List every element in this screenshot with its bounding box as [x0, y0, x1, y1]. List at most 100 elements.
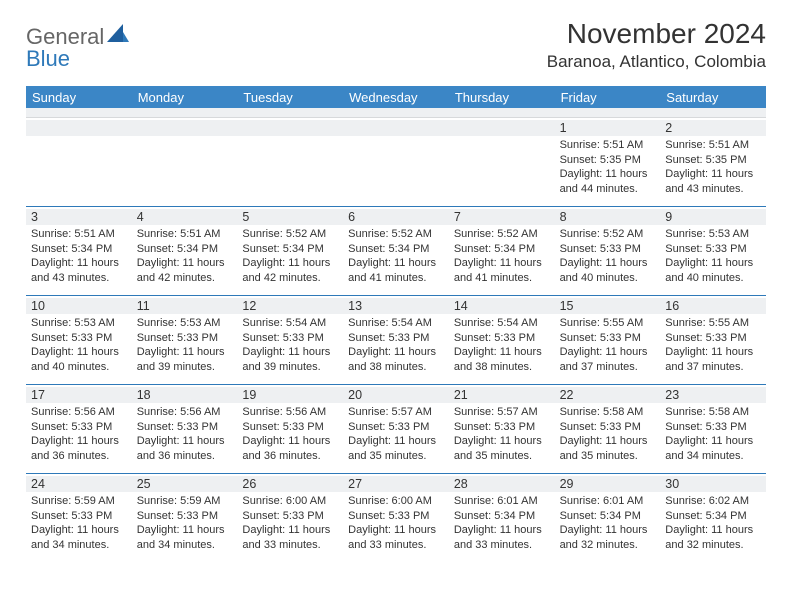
- day-cell: [449, 118, 555, 206]
- day-text: Sunrise: 5:54 AMSunset: 5:33 PMDaylight:…: [348, 316, 444, 374]
- day-cell: 23 Sunrise: 5:58 AMSunset: 5:33 PMDayligh…: [660, 385, 766, 473]
- day-text: Sunrise: 5:57 AMSunset: 5:33 PMDaylight:…: [454, 405, 550, 463]
- day-number: 11: [132, 298, 238, 314]
- day-text: Sunrise: 6:00 AMSunset: 5:33 PMDaylight:…: [348, 494, 444, 552]
- day-cell: 15Sunrise: 5:55 AMSunset: 5:33 PMDayligh…: [555, 296, 661, 384]
- day-number: 27: [343, 476, 449, 492]
- title-location: Baranoa, Atlantico, Colombia: [547, 52, 766, 72]
- calendar: Sunday Monday Tuesday Wednesday Thursday…: [26, 86, 766, 562]
- day-number: 1: [555, 120, 661, 136]
- day-cell: 9Sunrise: 5:53 AMSunset: 5:33 PMDaylight…: [660, 207, 766, 295]
- day-cell: 27 Sunrise: 6:00 AMSunset: 5:33 PMDayligh…: [343, 474, 449, 562]
- day-cell: 3 Sunrise: 5:51 AMSunset: 5:34 PMDaylight…: [26, 207, 132, 295]
- week-row: 24 Sunrise: 5:59 AMSunset: 5:33 PMDayligh…: [26, 474, 766, 562]
- dow-wed: Wednesday: [343, 86, 449, 108]
- day-text: Sunrise: 6:01 AMSunset: 5:34 PMDaylight:…: [454, 494, 550, 552]
- day-cell: 4 Sunrise: 5:51 AMSunset: 5:34 PMDaylight…: [132, 207, 238, 295]
- day-text: Sunrise: 5:59 AMSunset: 5:33 PMDaylight:…: [137, 494, 233, 552]
- day-text: Sunrise: 6:00 AMSunset: 5:33 PMDaylight:…: [242, 494, 338, 552]
- day-cell: 6 Sunrise: 5:52 AMSunset: 5:34 PMDaylight…: [343, 207, 449, 295]
- day-cell: 5 Sunrise: 5:52 AMSunset: 5:34 PMDaylight…: [237, 207, 343, 295]
- day-number: 4: [132, 209, 238, 225]
- day-number: 19: [237, 387, 343, 403]
- day-number: 16: [660, 298, 766, 314]
- day-text: Sunrise: 5:56 AMSunset: 5:33 PMDaylight:…: [137, 405, 233, 463]
- day-number: 23: [660, 387, 766, 403]
- day-number: 3: [26, 209, 132, 225]
- day-number: 15: [555, 298, 661, 314]
- day-cell: 30Sunrise: 6:02 AMSunset: 5:34 PMDayligh…: [660, 474, 766, 562]
- day-text: Sunrise: 5:54 AMSunset: 5:33 PMDaylight:…: [242, 316, 338, 374]
- day-cell: 25 Sunrise: 5:59 AMSunset: 5:33 PMDayligh…: [132, 474, 238, 562]
- day-number: 10: [26, 298, 132, 314]
- day-number: 26: [237, 476, 343, 492]
- day-cell: 28 Sunrise: 6:01 AMSunset: 5:34 PMDayligh…: [449, 474, 555, 562]
- day-text: Sunrise: 5:51 AMSunset: 5:34 PMDaylight:…: [137, 227, 233, 285]
- day-text: Sunrise: 5:56 AMSunset: 5:33 PMDaylight:…: [31, 405, 127, 463]
- day-cell: 8 Sunrise: 5:52 AMSunset: 5:33 PMDaylight…: [555, 207, 661, 295]
- week-row: 10 Sunrise: 5:53 AMSunset: 5:33 PMDayligh…: [26, 296, 766, 385]
- day-text: Sunrise: 5:53 AMSunset: 5:33 PMDaylight:…: [31, 316, 127, 374]
- day-cell: 19 Sunrise: 5:56 AMSunset: 5:33 PMDayligh…: [237, 385, 343, 473]
- week-row: 17Sunrise: 5:56 AMSunset: 5:33 PMDayligh…: [26, 385, 766, 474]
- week-row: 1Sunrise: 5:51 AMSunset: 5:35 PMDaylight…: [26, 118, 766, 207]
- day-text: Sunrise: 5:52 AMSunset: 5:34 PMDaylight:…: [348, 227, 444, 285]
- day-text: Sunrise: 5:56 AMSunset: 5:33 PMDaylight:…: [242, 405, 338, 463]
- day-cell: 1 Sunrise: 5:51 AMSunset: 5:35 PMDaylight…: [555, 118, 661, 206]
- day-cell: [237, 118, 343, 206]
- day-text: Sunrise: 5:53 AMSunset: 5:33 PMDaylight:…: [137, 316, 233, 374]
- day-number: 18: [132, 387, 238, 403]
- day-text: Sunrise: 5:55 AMSunset: 5:33 PMDaylight:…: [665, 316, 761, 374]
- day-cell: 12Sunrise: 5:54 AMSunset: 5:33 PMDayligh…: [237, 296, 343, 384]
- day-number: [26, 120, 132, 136]
- day-text: Sunrise: 5:52 AMSunset: 5:33 PMDaylight:…: [560, 227, 656, 285]
- day-text: Sunrise: 5:51 AMSunset: 5:35 PMDaylight:…: [665, 138, 761, 196]
- day-text: Sunrise: 5:59 AMSunset: 5:33 PMDaylight:…: [31, 494, 127, 552]
- day-number: 20: [343, 387, 449, 403]
- day-number: 2: [660, 120, 766, 136]
- day-text: Sunrise: 5:58 AMSunset: 5:33 PMDaylight:…: [665, 405, 761, 463]
- day-cell: 14Sunrise: 5:54 AMSunset: 5:33 PMDayligh…: [449, 296, 555, 384]
- day-number: 29: [555, 476, 661, 492]
- day-number: [343, 120, 449, 136]
- day-number: 5: [237, 209, 343, 225]
- day-text: Sunrise: 5:58 AMSunset: 5:33 PMDaylight:…: [560, 405, 656, 463]
- dow-thu: Thursday: [449, 86, 555, 108]
- day-number: [132, 120, 238, 136]
- dow-row: Sunday Monday Tuesday Wednesday Thursday…: [26, 86, 766, 108]
- day-number: [449, 120, 555, 136]
- day-cell: 22 Sunrise: 5:58 AMSunset: 5:33 PMDayligh…: [555, 385, 661, 473]
- day-cell: [132, 118, 238, 206]
- day-cell: [26, 118, 132, 206]
- dow-mon: Monday: [132, 86, 238, 108]
- weeks-container: 1Sunrise: 5:51 AMSunset: 5:35 PMDaylight…: [26, 118, 766, 562]
- day-number: 24: [26, 476, 132, 492]
- day-cell: 11 Sunrise: 5:53 AMSunset: 5:33 PMDayligh…: [132, 296, 238, 384]
- week-row: 3 Sunrise: 5:51 AMSunset: 5:34 PMDaylight…: [26, 207, 766, 296]
- day-number: 25: [132, 476, 238, 492]
- dow-sat: Saturday: [660, 86, 766, 108]
- day-cell: 24 Sunrise: 5:59 AMSunset: 5:33 PMDayligh…: [26, 474, 132, 562]
- sail-icon: [107, 24, 129, 50]
- day-cell: 16 Sunrise: 5:55 AMSunset: 5:33 PMDayligh…: [660, 296, 766, 384]
- day-cell: 7Sunrise: 5:52 AMSunset: 5:34 PMDaylight…: [449, 207, 555, 295]
- day-number: 28: [449, 476, 555, 492]
- day-number: 21: [449, 387, 555, 403]
- day-cell: 10 Sunrise: 5:53 AMSunset: 5:33 PMDayligh…: [26, 296, 132, 384]
- day-cell: 20Sunrise: 5:57 AMSunset: 5:33 PMDayligh…: [343, 385, 449, 473]
- day-number: 6: [343, 209, 449, 225]
- day-cell: 21 Sunrise: 5:57 AMSunset: 5:33 PMDayligh…: [449, 385, 555, 473]
- dow-tue: Tuesday: [237, 86, 343, 108]
- title-block: November 2024 Baranoa, Atlantico, Colomb…: [547, 18, 766, 72]
- day-text: Sunrise: 5:51 AMSunset: 5:34 PMDaylight:…: [31, 227, 127, 285]
- day-number: 22: [555, 387, 661, 403]
- day-text: Sunrise: 5:52 AMSunset: 5:34 PMDaylight:…: [454, 227, 550, 285]
- spacer-row: [26, 108, 766, 118]
- day-text: Sunrise: 5:52 AMSunset: 5:34 PMDaylight:…: [242, 227, 338, 285]
- calendar-page: General November 2024 Baranoa, Atlantico…: [0, 0, 792, 572]
- day-number: 13: [343, 298, 449, 314]
- day-cell: 18 Sunrise: 5:56 AMSunset: 5:33 PMDayligh…: [132, 385, 238, 473]
- day-number: 8: [555, 209, 661, 225]
- day-cell: 2 Sunrise: 5:51 AMSunset: 5:35 PMDaylight…: [660, 118, 766, 206]
- day-text: Sunrise: 5:51 AMSunset: 5:35 PMDaylight:…: [560, 138, 656, 196]
